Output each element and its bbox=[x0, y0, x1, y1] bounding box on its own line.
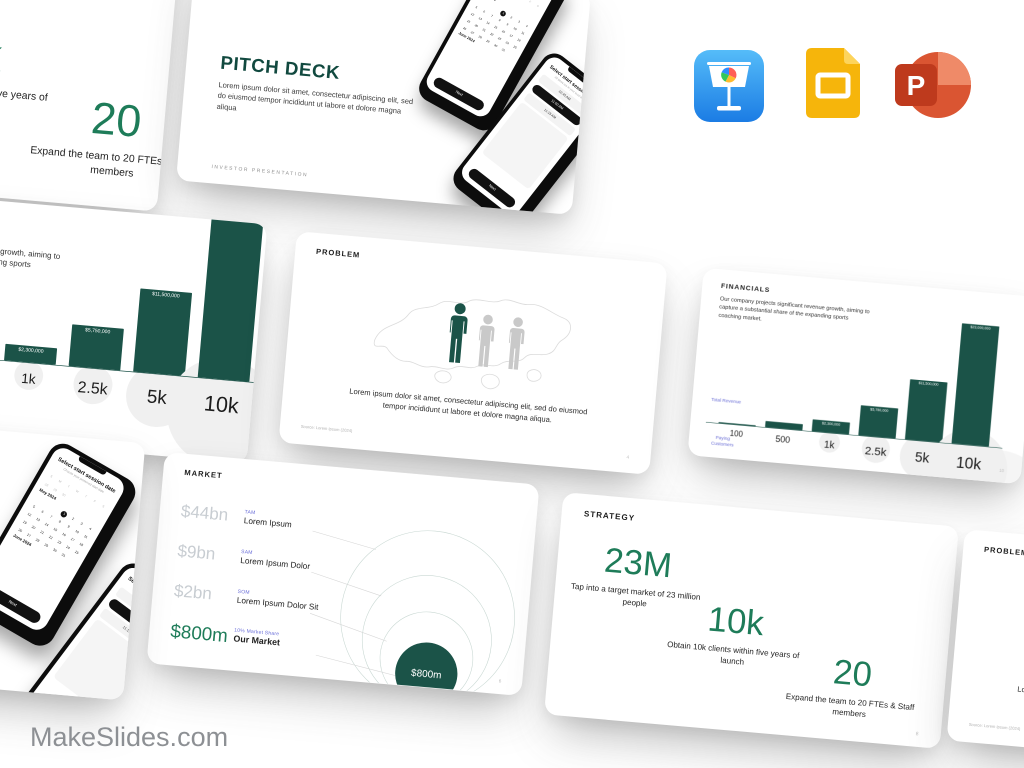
keynote-icon[interactable] bbox=[694, 50, 764, 127]
category-label: 1k bbox=[20, 371, 37, 388]
market-value: $44bn bbox=[180, 501, 230, 525]
card-problem-bottom-right: PROBLEM Lo bbox=[946, 529, 1024, 768]
source-footnote: Source: Lorem Ipsum (2024) bbox=[300, 424, 353, 434]
brand-logo[interactable]: MakeSlides.com bbox=[30, 722, 229, 752]
slide-strategy: STRATEGY 23M Tap into a target market of… bbox=[544, 492, 959, 749]
card-financials-left: FINANCIALS Our company projects signific… bbox=[0, 176, 268, 464]
problem-body: Lorem ipsum dolor sit amet, consectetur … bbox=[1017, 684, 1024, 714]
source-footnote: Source: Lorem Ipsum (2024) bbox=[968, 722, 1021, 732]
powerpoint-icon[interactable]: P bbox=[895, 50, 971, 125]
bar-value-label: $5,750,000 bbox=[870, 407, 889, 413]
market-circles-diagram: $800m bbox=[309, 530, 515, 696]
slide-financials: FINANCIALS Our company projects signific… bbox=[688, 268, 1024, 485]
page-number: 8 bbox=[915, 730, 919, 737]
market-value: $2bn bbox=[173, 581, 213, 604]
person-icon-highlight bbox=[449, 303, 468, 364]
strategy-stat-team: 20 Expand the team to 20 FTEs & Staff me… bbox=[781, 650, 922, 724]
cover-footer: INVESTOR PRESENTATION bbox=[211, 163, 309, 178]
page-number: 6 bbox=[498, 678, 502, 684]
card-financials-right: FINANCIALS Our company projects signific… bbox=[687, 267, 1024, 485]
stat-value: 20 bbox=[89, 92, 144, 147]
bar-value-label: $5,750,000 bbox=[84, 327, 111, 335]
revenue-bar-10k: $23,000,000 bbox=[951, 323, 1000, 447]
stat-caption: Expand the team to 20 FTEs & Staff membe… bbox=[29, 143, 182, 179]
bar-value-label: $11,500,000 bbox=[151, 291, 180, 300]
bar-value-label: $11,500,000 bbox=[918, 381, 939, 387]
slide-cover: PITCH DECK Lorem ipsum dolor sit amet, c… bbox=[176, 0, 591, 215]
map-outline bbox=[373, 299, 571, 390]
slide-problem: PROBLEM Lo bbox=[279, 231, 667, 471]
revenue-bar-chart: 100500$2,300,0001k$5,750,0002.5k$11,500,… bbox=[0, 177, 268, 464]
market-tag: SOM bbox=[237, 588, 251, 596]
revenue-bar-2.5k: $5,750,000 bbox=[858, 405, 899, 439]
next-button: Next bbox=[0, 583, 43, 626]
slide-cover: PITCH DECK Lorem ipsum dolor sit amet, c… bbox=[0, 404, 146, 701]
card-strategy-top-left: STRATEGY 23M Tap into a target market of… bbox=[0, 0, 182, 212]
card-problem-center: PROBLEM Lo bbox=[278, 231, 668, 475]
market-tag: TAM bbox=[244, 508, 256, 516]
bar-value-label: $23,000,000 bbox=[223, 214, 252, 222]
category-label: 2.5k bbox=[76, 377, 109, 399]
problem-title: PROBLEM bbox=[315, 246, 361, 260]
our-market-bubble bbox=[395, 642, 458, 696]
svg-text:P: P bbox=[907, 70, 926, 101]
problem-title: PROBLEM bbox=[983, 544, 1024, 558]
person-icon-gray bbox=[508, 317, 525, 370]
stat-caption: Expand the team to 20 FTEs & Staff membe… bbox=[785, 691, 915, 719]
bar-value-label: $23,000,000 bbox=[970, 325, 991, 331]
person-icon-gray bbox=[478, 314, 495, 368]
slide-financials: FINANCIALS Our company projects signific… bbox=[0, 177, 268, 464]
slide-problem: PROBLEM Lo bbox=[947, 529, 1024, 768]
revenue-bar-10k: $23,000,000 bbox=[197, 210, 264, 382]
category-label: 500 bbox=[774, 433, 791, 445]
market-value: $9bn bbox=[176, 541, 217, 564]
revenue-bar-5k: $11,500,000 bbox=[904, 379, 948, 443]
time-panel bbox=[53, 618, 146, 701]
revenue-bar-5k: $11,500,000 bbox=[133, 288, 193, 377]
market-tag: SAM bbox=[240, 548, 253, 556]
stat-value: 10k bbox=[0, 24, 4, 81]
cover-title: PITCH DECK bbox=[219, 52, 341, 84]
next-button: Next bbox=[431, 75, 486, 113]
stat-value: 10k bbox=[706, 598, 766, 643]
stat-value: 20 bbox=[831, 651, 874, 694]
slide-strategy: STRATEGY 23M Tap into a target market of… bbox=[0, 0, 182, 212]
strategy-stat-team: 20 Expand the team to 20 FTEs & Staff me… bbox=[24, 90, 182, 186]
card-cover: PITCH DECK Lorem ipsum dolor sit amet, c… bbox=[176, 0, 591, 215]
card-phones-bottom-left: PITCH DECK Lorem ipsum dolor sit amet, c… bbox=[0, 403, 146, 701]
strategy-stat-clients: 10k Obtain 10k clients within five years… bbox=[664, 598, 805, 672]
cover-body: Lorem ipsum dolor sit amet, consectetur … bbox=[216, 80, 414, 116]
page-number: 10 bbox=[999, 468, 1005, 474]
page-number: 4 bbox=[626, 454, 630, 460]
card-market: MARKET $800m $44bn TAM Lorem Ipsum $9bn … bbox=[146, 452, 540, 696]
stat-caption: Obtain 10k clients within five years of … bbox=[666, 639, 800, 667]
bar-value-label: $2,300,000 bbox=[821, 421, 841, 427]
bubble-label: $800m bbox=[411, 668, 442, 682]
bar-value-label: $2,300,000 bbox=[18, 346, 44, 355]
slide-market: MARKET $800m $44bn TAM Lorem Ipsum $9bn … bbox=[147, 452, 540, 696]
revenue-bar-2.5k: $5,750,000 bbox=[68, 324, 124, 371]
page-number: 10 bbox=[263, 411, 268, 419]
google-slides-icon[interactable] bbox=[806, 48, 860, 123]
strategy-title: STRATEGY bbox=[583, 508, 636, 523]
card-strategy-bottom: STRATEGY 23M Tap into a target market of… bbox=[544, 492, 959, 749]
stat-value: 23M bbox=[602, 540, 674, 585]
category-label: 1k bbox=[823, 439, 835, 451]
category-label: 2.5k bbox=[864, 443, 888, 459]
